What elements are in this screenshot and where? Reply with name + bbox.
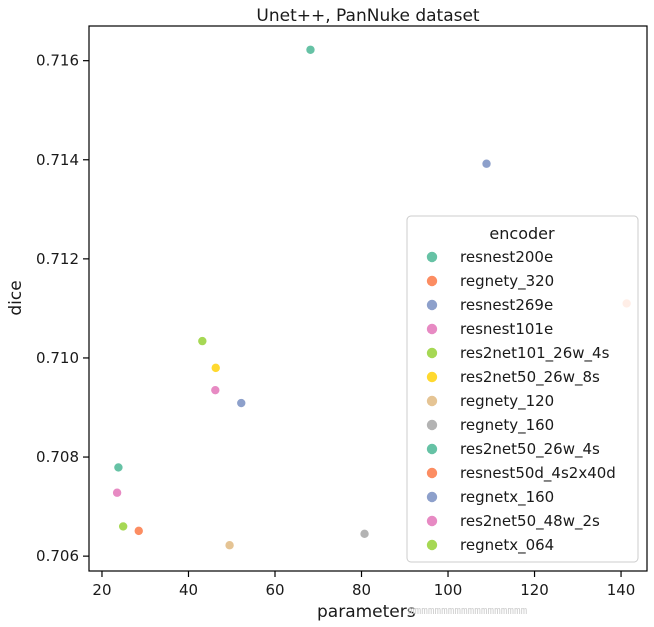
legend-marker-regnetx_160 (426, 491, 438, 503)
legend-marker-res2net50_26w_4s (426, 443, 438, 455)
x-tick-label: 120 (520, 581, 549, 599)
legend-label-regnety_320: regnety_320 (460, 272, 554, 291)
legend-label-regnety_160: regnety_160 (460, 416, 554, 435)
legend-label-resnest50d_4s2x40d: resnest50d_4s2x40d (460, 464, 616, 483)
legend-label-res2net101_26w_4s: res2net101_26w_4s (460, 344, 610, 363)
x-tick-label: 140 (607, 581, 636, 599)
legend-label-resnest101e: resnest101e (460, 320, 553, 338)
y-axis-label: dice (6, 280, 26, 315)
x-axis-ticks: 20 40 60 80 100 120 140 (92, 571, 635, 599)
y-axis-ticks: 0.706 0.708 0.710 0.712 0.714 0.716 (36, 52, 89, 565)
legend-marker-regnety_160 (426, 419, 438, 431)
legend-marker-regnety_120 (426, 395, 438, 407)
point-resnest200e (305, 44, 316, 55)
legend-label-resnest269e: resnest269e (460, 296, 553, 314)
legend-marker-resnest101e (426, 323, 438, 335)
x-tick-label: 60 (265, 581, 284, 599)
legend-label-res2net50_48w_2s: res2net50_48w_2s (460, 512, 600, 531)
x-tick-label: 20 (92, 581, 111, 599)
legend-marker-resnest200e (426, 251, 438, 263)
y-tick-label: 0.714 (36, 151, 79, 169)
legend-label-res2net50_26w_4s: res2net50_26w_4s (460, 440, 600, 459)
point-regnetx_160 (236, 398, 247, 409)
point-res2net50_26w_4s (113, 462, 124, 473)
y-tick-label: 0.708 (36, 448, 79, 466)
legend-label-regnetx_064: regnetx_064 (460, 536, 554, 555)
legend: encoder resnest200e regnety_320 resnest269… (406, 215, 639, 563)
x-tick-label: 40 (179, 581, 198, 599)
legend-marker-regnetx_064 (426, 539, 438, 551)
y-tick-label: 0.706 (36, 547, 79, 565)
point-resnest50d_4s2x40d (133, 525, 144, 536)
legend-label-regnetx_160: regnetx_160 (460, 488, 554, 507)
legend-title: encoder (489, 224, 555, 243)
legend-marker-regnety_320 (426, 275, 438, 287)
y-tick-label: 0.716 (36, 52, 79, 70)
legend-marker-resnest50d_4s2x40d (426, 467, 438, 479)
chart-title: Unet++, PanNuke dataset (256, 6, 480, 26)
point-res2net50_48w_2s (112, 487, 123, 498)
point-resnest101e (210, 385, 221, 396)
point-resnest269e (481, 158, 492, 169)
x-tick-label: 80 (352, 581, 371, 599)
legend-marker-res2net50_26w_8s (426, 371, 438, 383)
x-tick-label: 100 (434, 581, 463, 599)
legend-items: resnest200e regnety_320 resnest269e resnest… (426, 248, 616, 555)
legend-label-resnest200e: resnest200e (460, 248, 553, 266)
y-tick-label: 0.710 (36, 349, 79, 367)
point-regnety_160 (359, 528, 370, 539)
legend-marker-resnest269e (426, 299, 438, 311)
legend-marker-res2net101_26w_4s (426, 347, 438, 359)
point-res2net101_26w_4s (197, 336, 208, 347)
x-axis-label: parameters (317, 602, 416, 622)
watermark: mmmmmmmmmmmmmmmmmm (408, 604, 528, 617)
point-regnetx_064 (118, 521, 129, 532)
legend-box (406, 215, 639, 563)
point-regnety_120 (224, 540, 235, 551)
point-res2net50_26w_8s (210, 362, 221, 373)
y-tick-label: 0.712 (36, 250, 79, 268)
legend-label-res2net50_26w_8s: res2net50_26w_8s (460, 368, 600, 387)
legend-label-regnety_120: regnety_120 (460, 392, 554, 411)
legend-marker-res2net50_48w_2s (426, 515, 438, 527)
